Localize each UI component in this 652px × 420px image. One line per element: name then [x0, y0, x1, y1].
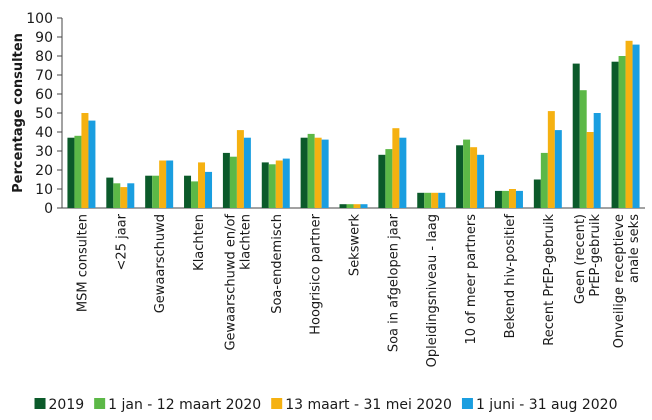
legend-swatch — [461, 398, 473, 409]
bar — [300, 137, 308, 208]
bar — [533, 179, 541, 208]
bar — [205, 171, 213, 208]
bar — [593, 113, 601, 208]
bar — [113, 183, 121, 208]
x-tick-label: <25 jaar — [114, 213, 129, 270]
bar — [456, 145, 464, 208]
bar — [353, 204, 361, 208]
x-tick-label: Klachten — [192, 214, 207, 271]
bar — [243, 137, 251, 208]
bar — [152, 175, 160, 208]
x-tick-label: Soa in afgelopen jaar — [386, 213, 401, 352]
bar — [261, 162, 269, 208]
bar — [184, 175, 192, 208]
y-tick-label: 90 — [35, 30, 53, 46]
legend-label: 13 maart - 31 mei 2020 — [285, 397, 452, 413]
bar — [494, 190, 502, 208]
bar — [74, 135, 82, 208]
x-tick-label: Sekswerk — [348, 214, 363, 277]
legend-swatch — [271, 398, 283, 409]
bar — [145, 175, 153, 208]
bar — [392, 128, 400, 208]
bar — [477, 154, 485, 208]
bar — [540, 152, 548, 208]
bar — [385, 149, 393, 208]
y-tick-label: 70 — [35, 68, 53, 84]
bar — [424, 192, 432, 208]
bar — [346, 204, 354, 208]
y-tick-label: 0 — [44, 201, 53, 217]
bar — [378, 154, 386, 208]
x-tick-label: Soa-endemisch — [270, 214, 285, 314]
legend-swatch — [94, 398, 106, 409]
bar — [508, 189, 516, 208]
y-tick-label: 80 — [35, 49, 53, 65]
bar — [236, 130, 244, 208]
bar — [120, 187, 128, 208]
bar — [632, 44, 640, 208]
x-tick-label: Recent PrEP-gebruik — [542, 214, 557, 346]
legend-label: 2019 — [49, 397, 85, 413]
bar — [399, 137, 407, 208]
bar — [438, 192, 446, 208]
bar — [618, 56, 626, 208]
bar — [191, 181, 199, 208]
y-tick-label: 50 — [35, 106, 53, 122]
x-tick-label: Opleidingsniveau - laag — [425, 214, 440, 367]
bar — [611, 61, 619, 209]
bar — [275, 160, 283, 208]
bar — [321, 139, 329, 208]
bar — [417, 192, 425, 208]
y-tick-label: 60 — [35, 87, 53, 103]
bar — [360, 204, 368, 208]
legend: 2019 1 jan - 12 maart 2020 13 maart - 31 m… — [34, 397, 618, 413]
bar — [81, 113, 89, 208]
bar — [166, 160, 174, 208]
bar — [127, 183, 135, 208]
bar — [88, 120, 96, 208]
bar — [515, 190, 523, 208]
bar — [625, 40, 633, 208]
x-tick-label: Hoogrisico partner — [309, 213, 324, 334]
x-tick-label: MSM consulten — [75, 214, 90, 312]
x-tick-label: 10 of meer partners — [464, 214, 479, 345]
bar — [547, 111, 555, 208]
bar — [222, 152, 230, 208]
bar — [586, 132, 594, 208]
bar — [229, 156, 237, 208]
legend-swatch — [34, 398, 46, 409]
bar — [579, 90, 587, 208]
bar — [501, 190, 509, 208]
bar — [106, 177, 114, 208]
x-tick-label: Gewaarschuwd en/ofklachten — [223, 214, 253, 351]
legend-label: 1 jan - 12 maart 2020 — [108, 397, 261, 413]
y-tick-label: 30 — [35, 144, 53, 160]
y-tick-label: 100 — [26, 11, 53, 27]
bar — [572, 63, 580, 208]
bar — [339, 204, 347, 208]
bar — [159, 160, 167, 208]
y-tick-label: 10 — [35, 182, 53, 198]
bar — [198, 162, 206, 208]
bar — [268, 164, 276, 208]
bar — [470, 147, 478, 208]
y-tick-label: 20 — [35, 163, 53, 179]
bar — [314, 137, 322, 208]
legend-label: 1 juni - 31 aug 2020 — [476, 397, 618, 413]
bar — [282, 158, 290, 208]
x-tick-label: Gewaarschuwd — [153, 214, 168, 313]
bar — [67, 137, 75, 208]
x-tick-label: Geen (recent)PrEP-gebruik — [573, 214, 603, 305]
bar — [554, 130, 562, 208]
bar — [307, 133, 315, 208]
bar — [431, 192, 439, 208]
bar — [463, 139, 471, 208]
x-tick-label: Bekend hiv-positief — [503, 214, 518, 339]
x-tick-label: Onveilige receptieveanale seks — [612, 214, 642, 348]
y-tick-label: 40 — [35, 125, 53, 141]
y-axis-label: Percentage consulten — [11, 33, 26, 193]
